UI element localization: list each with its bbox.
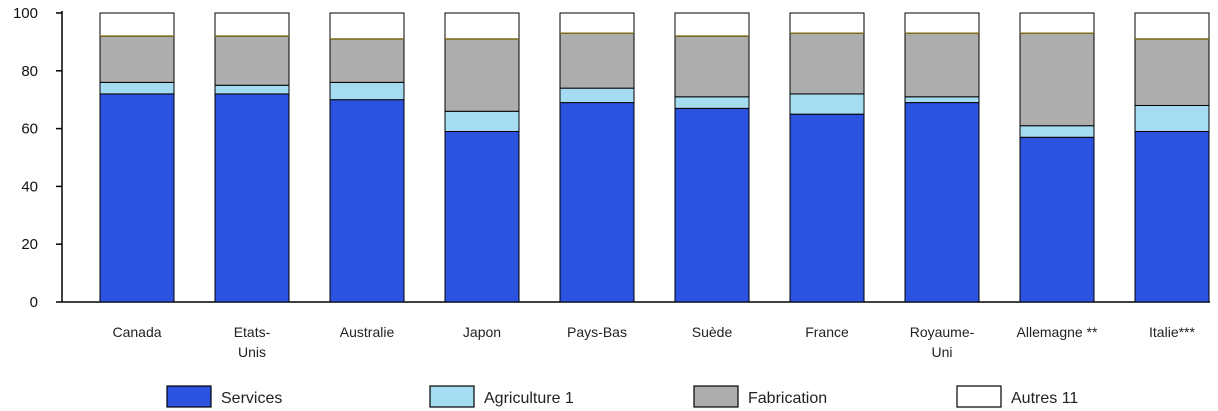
bar-segment-services — [444, 130, 520, 303]
bar-segment-fabrication — [674, 35, 750, 98]
bar-segment-services — [1019, 136, 1095, 303]
y-tick-label: 20 — [21, 236, 38, 253]
bar-segment-autres-11 — [559, 12, 635, 34]
y-tick-label: 60 — [21, 121, 38, 138]
bar-segment-fabrication — [214, 35, 290, 86]
bar-segment-fabrication — [904, 32, 980, 98]
bar-segment-services — [214, 93, 290, 303]
bar-segment-services — [904, 102, 980, 303]
bar-segment-fabrication — [559, 32, 635, 89]
x-tick-label: Suède — [692, 324, 733, 340]
legend-label: Services — [221, 390, 282, 407]
x-tick-label: France — [805, 324, 849, 340]
x-tick-label: Italie*** — [1149, 324, 1195, 340]
legend-label: Fabrication — [748, 390, 827, 407]
chart-bars — [99, 12, 1210, 303]
x-tick-label: Australie — [340, 324, 395, 340]
bar-segment-fabrication — [444, 38, 520, 112]
chart-legend: Services Agriculture 1 Fabrication Autres 1… — [166, 385, 1078, 408]
bar-segment-autres-11 — [1019, 12, 1095, 34]
legend-swatch — [956, 385, 1002, 408]
bar-segment-fabrication — [1019, 32, 1095, 127]
bar-segment-autres-11 — [99, 12, 175, 37]
x-tick-label: Etats- — [234, 324, 271, 340]
bar-segment-autres-11 — [674, 12, 750, 37]
x-tick-label: Royaume- — [910, 324, 975, 340]
bar-segment-autres-11 — [329, 12, 405, 40]
legend-label: Agriculture 1 — [484, 390, 574, 407]
bar-segment-fabrication — [99, 35, 175, 83]
bar-segment-agriculture-1 — [1134, 104, 1210, 132]
x-tick-label-line2: Uni — [931, 344, 952, 360]
y-tick-label: 40 — [21, 178, 38, 195]
y-tick-label: 80 — [21, 63, 38, 80]
bar-segment-agriculture-1 — [214, 84, 290, 95]
bar-segment-services — [1134, 130, 1210, 303]
y-tick-label: 100 — [13, 5, 38, 22]
bar-segment-services — [99, 93, 175, 303]
bar-segment-autres-11 — [214, 12, 290, 37]
bar-segment-agriculture-1 — [674, 96, 750, 109]
x-tick-label: Allemagne ** — [1017, 324, 1098, 340]
bar-segment-agriculture-1 — [329, 81, 405, 101]
bar-segment-agriculture-1 — [789, 93, 865, 115]
bar-segment-services — [329, 99, 405, 303]
legend-swatch — [693, 385, 739, 408]
bar-segment-fabrication — [789, 32, 865, 95]
bar-segment-agriculture-1 — [1019, 125, 1095, 138]
bar-segment-services — [674, 107, 750, 303]
bar-segment-services — [789, 113, 865, 303]
bar-segment-autres-11 — [444, 12, 520, 40]
bar-segment-fabrication — [1134, 38, 1210, 106]
bar-segment-autres-11 — [789, 12, 865, 34]
x-tick-label-line2: Unis — [238, 344, 266, 360]
x-tick-label: Canada — [112, 324, 161, 340]
bar-segment-agriculture-1 — [559, 87, 635, 104]
x-tick-label: Japon — [463, 324, 501, 340]
bar-segment-autres-11 — [1134, 12, 1210, 40]
bar-segment-agriculture-1 — [444, 110, 520, 132]
legend-swatch — [429, 385, 475, 408]
y-tick-label: 0 — [30, 294, 38, 311]
bar-segment-autres-11 — [904, 12, 980, 34]
bar-segment-agriculture-1 — [99, 81, 175, 95]
bar-segment-services — [559, 102, 635, 303]
bar-segment-fabrication — [329, 38, 405, 83]
legend-swatch — [166, 385, 212, 408]
category-labels: Canada Etats- Unis Australie Japon Pays-Bas Su… — [112, 324, 1195, 360]
bar-segment-agriculture-1 — [904, 96, 980, 104]
legend-label: Autres 11 — [1011, 390, 1078, 407]
x-tick-label: Pays-Bas — [567, 324, 627, 340]
